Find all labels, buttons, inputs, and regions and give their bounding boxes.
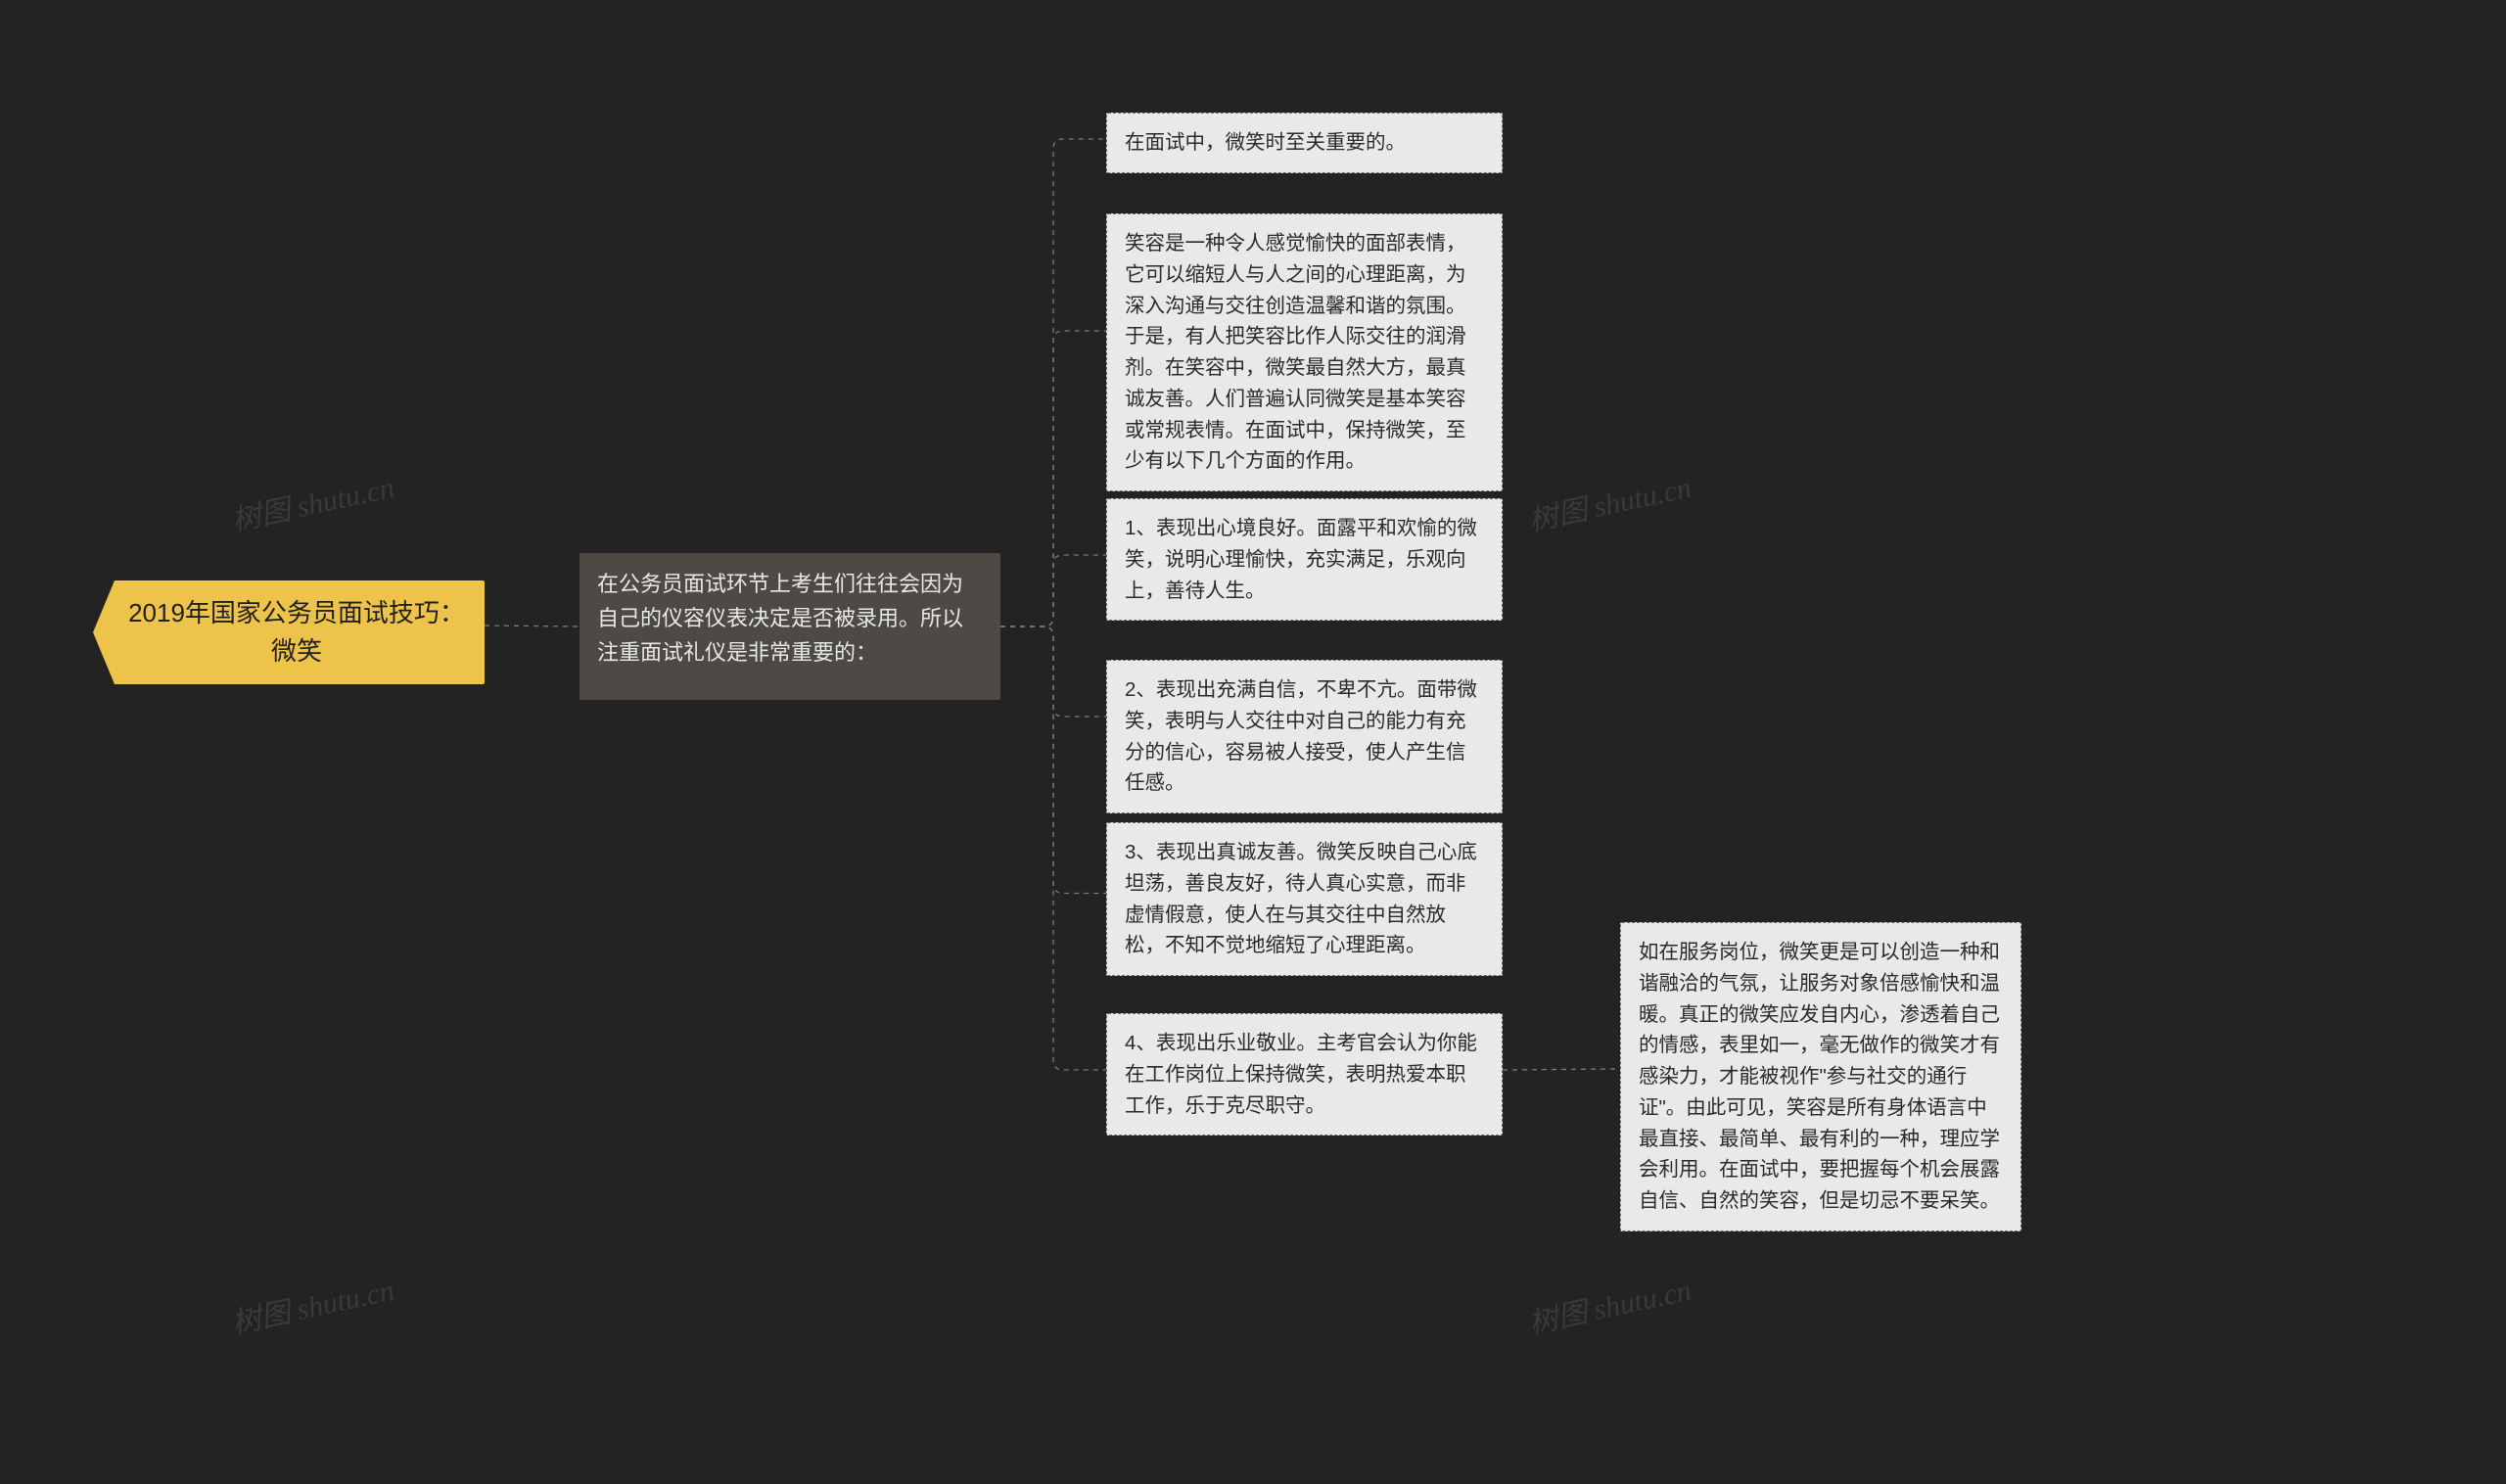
node-text: 在面试中，微笑时至关重要的。 [1125,131,1406,154]
mindmap-node-l1[interactable]: 在面试中，微笑时至关重要的。 [1106,113,1503,173]
node-text: 如在服务岗位，微笑更是可以创造一种和谐融洽的气氛，让服务对象倍感愉快和温暖。真正… [1639,941,2000,1212]
node-text: 在公务员面试环节上考生们往往会因为自己的仪容仪表决定是否被录用。所以注重面试礼仪… [597,572,963,665]
node-text: 4、表现出乐业敬业。主考官会认为你能在工作岗位上保持微笑，表明热爱本职工作，乐于… [1125,1032,1477,1117]
mindmap-node-l5[interactable]: 3、表现出真诚友善。微笑反映自己心底坦荡，善良友好，待人真心实意，而非虚情假意，… [1106,822,1503,976]
connector-line [1000,139,1106,626]
connector-line [1503,1069,1620,1070]
connector-line [1000,331,1106,626]
node-text: 1、表现出心境良好。面露平和欢愉的微笑，说明心理愉快，充实满足，乐观向上，善待人… [1125,517,1477,602]
mindmap-node-b1[interactable]: 在公务员面试环节上考生们往往会因为自己的仪容仪表决定是否被录用。所以注重面试礼仪… [580,553,1000,700]
mindmap-node-l3[interactable]: 1、表现出心境良好。面露平和欢愉的微笑，说明心理愉快，充实满足，乐观向上，善待人… [1106,498,1503,621]
mindmap-canvas: 2019年国家公务员面试技巧：微笑 在公务员面试环节上考生们往往会因为自己的仪容仪… [0,0,2506,1484]
node-text: 2019年国家公务员面试技巧：微笑 [128,598,465,666]
connector-line [1000,626,1106,1070]
connector-line [1000,555,1106,626]
mindmap-node-l6[interactable]: 4、表现出乐业敬业。主考官会认为你能在工作岗位上保持微笑，表明热爱本职工作，乐于… [1106,1013,1503,1136]
watermark: 树图 shutu.cn [227,1266,397,1342]
mindmap-node-s1[interactable]: 如在服务岗位，微笑更是可以创造一种和谐融洽的气氛，让服务对象倍感愉快和温暖。真正… [1620,922,2021,1231]
watermark: 树图 shutu.cn [1524,1266,1694,1342]
mindmap-node-l2[interactable]: 笑容是一种令人感觉愉快的面部表情，它可以缩短人与人之间的心理距离，为深入沟通与交… [1106,213,1503,491]
connector-line [1000,626,1106,894]
node-text: 笑容是一种令人感觉愉快的面部表情，它可以缩短人与人之间的心理距离，为深入沟通与交… [1125,232,1466,472]
watermark: 树图 shutu.cn [227,463,397,539]
mindmap-node-root[interactable]: 2019年国家公务员面试技巧：微笑 [93,580,485,684]
node-text: 3、表现出真诚友善。微笑反映自己心底坦荡，善良友好，待人真心实意，而非虚情假意，… [1125,841,1477,956]
watermark: 树图 shutu.cn [1524,463,1694,539]
node-text: 2、表现出充满自信，不卑不亢。面带微笑，表明与人交往中对自己的能力有充分的信心，… [1125,678,1477,794]
mindmap-node-l4[interactable]: 2、表现出充满自信，不卑不亢。面带微笑，表明与人交往中对自己的能力有充分的信心，… [1106,660,1503,813]
connector-line [1000,626,1106,717]
